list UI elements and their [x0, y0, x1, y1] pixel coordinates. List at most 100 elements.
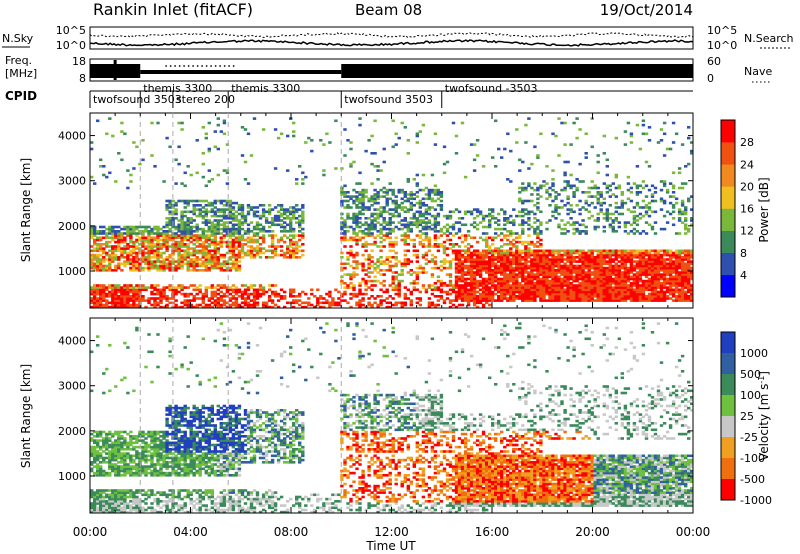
heatmap-cell-2242	[376, 178, 380, 181]
heatmap-cell-810	[180, 249, 184, 253]
heatmap-cell-2402	[397, 292, 401, 296]
heatmap-cell-3555	[527, 295, 531, 298]
heatmap-cell-4042	[572, 271, 576, 274]
heatmap-cell-4695	[635, 251, 640, 255]
heatmap-cell-608	[159, 288, 163, 292]
heatmap-cell-1079	[207, 266, 211, 270]
heatmap-cell-1221	[219, 253, 223, 257]
heatmap-cell-410	[135, 288, 139, 292]
heatmap-cell-4332	[599, 208, 603, 211]
heatmap-cell-4347	[602, 279, 606, 283]
heatmap-cell-1475	[246, 305, 251, 309]
heatmap-cell-3400	[512, 275, 516, 279]
heatmap-cell-4912	[656, 251, 661, 255]
heatmap-cell-31	[93, 295, 97, 298]
heatmap-cell-1189	[216, 249, 220, 253]
heatmap-cell-4878	[653, 262, 658, 266]
heatmap-cell-1089	[207, 238, 211, 242]
heatmap-cell-2942	[463, 212, 468, 216]
heatmap-cell-1614	[264, 221, 269, 224]
heatmap-cell-688	[168, 256, 172, 259]
heatmap-cell-4700	[635, 214, 640, 218]
heatmap-cell-1911	[340, 256, 344, 259]
heatmap-cell-4681	[635, 286, 640, 289]
heatmap-cell-1345	[231, 251, 236, 255]
heatmap-cell-1589	[261, 290, 266, 294]
heatmap-cell-2382	[394, 262, 398, 266]
heatmap-cell-1791	[295, 299, 299, 302]
heatmap-cell-1801	[295, 221, 299, 224]
heatmap-cell-960	[195, 262, 199, 266]
heatmap-cell-3392	[512, 292, 516, 296]
heatmap-cell-4769	[641, 119, 646, 123]
heatmap-cell-3027	[472, 221, 477, 224]
heatmap-cell-4102	[578, 271, 582, 274]
heatmap-cell-537	[150, 247, 154, 250]
heatmap-cell-506	[147, 264, 151, 268]
heatmap-cell-3874	[557, 299, 561, 302]
heatmap-cell-288	[120, 232, 124, 235]
heatmap-cell-4850	[650, 258, 655, 261]
heatmap-cell-4687	[635, 273, 640, 276]
heatmap-cell-3380	[509, 243, 513, 246]
heatmap-cell-2563	[415, 134, 419, 138]
heatmap-cell-9	[90, 264, 94, 268]
heatmap-cell-3903	[557, 117, 561, 120]
heatmap-cell-4817	[647, 258, 652, 261]
heatmap-cell-1080	[207, 262, 211, 266]
heatmap-cell-4075	[575, 266, 579, 270]
heatmap-cell-3345	[506, 253, 510, 257]
heatmap-cell-2439	[400, 188, 404, 192]
heatmap-cell-1126	[210, 230, 214, 233]
heatmap-cell-2537	[415, 297, 419, 300]
heatmap-cell-2352	[391, 271, 395, 274]
heatmap-cell-2712	[433, 132, 438, 136]
heatmap-cell-4116	[578, 208, 582, 211]
heatmap-cell-2948	[466, 297, 471, 300]
heatmap-cell-1973	[346, 195, 350, 198]
heatmap-cell-4089	[575, 117, 579, 120]
heatmap-cell-758	[174, 232, 178, 235]
heatmap-cell-4466	[614, 295, 618, 298]
heatmap-cell-1470	[243, 217, 248, 220]
heatmap-cell-293	[123, 305, 127, 309]
heatmap-cell-1163	[213, 225, 217, 229]
heatmap-cell-3304	[503, 273, 507, 276]
heatmap-cell-884	[186, 232, 190, 235]
heatmap-cell-4690	[635, 264, 640, 268]
heatmap-cell-2751	[439, 206, 444, 209]
heatmap-cell-3474	[518, 210, 522, 214]
heatmap-cell-3747	[542, 258, 546, 261]
heatmap-cell-4854	[650, 227, 655, 231]
heatmap-cell-883	[186, 234, 190, 237]
heatmap-cell-2308	[385, 223, 389, 227]
heatmap-cell-1964	[346, 238, 350, 242]
heatmap-cell-1110	[210, 290, 214, 294]
heatmap-cell-4926	[659, 273, 664, 276]
heatmap-cell-504	[147, 269, 151, 272]
heatmap-cell-2316	[385, 191, 389, 194]
heatmap-cell-3865	[554, 217, 558, 220]
heatmap-cell-4502	[617, 290, 621, 294]
heatmap-cell-1073	[207, 305, 211, 309]
heatmap-cell-4694	[635, 253, 640, 257]
heatmap-cell-2065	[358, 282, 362, 285]
heatmap-cell-3019	[472, 262, 477, 266]
heatmap-cell-680	[168, 288, 172, 292]
heatmap-cell-2250	[379, 282, 383, 285]
heatmap-cell-2452	[403, 249, 407, 253]
heatmap-cell-3452	[518, 288, 522, 292]
heatmap-cell-353	[129, 286, 133, 289]
heatmap-cell-4460	[611, 219, 615, 222]
heatmap-cell-3328	[506, 292, 510, 296]
heatmap-cell-3692	[536, 154, 540, 157]
heatmap-cell-1093	[207, 227, 211, 231]
heatmap-cell-4331	[599, 210, 603, 214]
heatmap-cell-352	[129, 288, 133, 292]
heatmap-cell-4533	[620, 284, 624, 287]
heatmap-cell-4508	[617, 277, 621, 281]
heatmap-cell-2562	[415, 141, 419, 144]
heatmap-cell-3195	[491, 264, 495, 268]
heatmap-cell-585	[156, 256, 160, 259]
heatmap-cell-1170	[213, 201, 217, 205]
